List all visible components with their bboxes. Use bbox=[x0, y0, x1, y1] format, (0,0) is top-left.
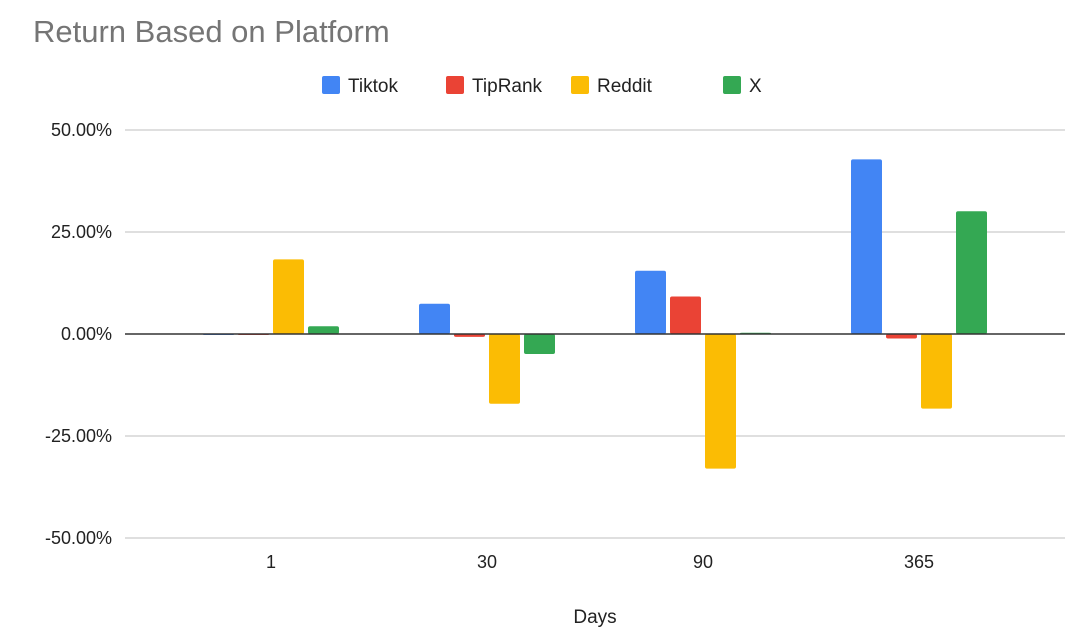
bar-reddit-1 bbox=[273, 259, 304, 334]
x-tick-label: 1 bbox=[266, 552, 276, 572]
bar-reddit-90 bbox=[705, 334, 736, 469]
legend-swatch-tiktok bbox=[322, 76, 340, 94]
legend-swatch-reddit bbox=[571, 76, 589, 94]
y-tick-label: 50.00% bbox=[51, 120, 112, 140]
bar-tiprank-90 bbox=[670, 296, 701, 334]
y-tick-label: -25.00% bbox=[45, 426, 112, 446]
legend-label-x: X bbox=[749, 76, 762, 97]
x-tick-label: 365 bbox=[904, 552, 934, 572]
legend-swatch-tiprank bbox=[446, 76, 464, 94]
chart-title: Return Based on Platform bbox=[33, 14, 390, 49]
bar-x-1 bbox=[308, 326, 339, 334]
bar-tiktok-30 bbox=[419, 303, 450, 334]
y-tick-label: 25.00% bbox=[51, 222, 112, 242]
y-tick-label: 0.00% bbox=[61, 324, 112, 344]
bar-reddit-365 bbox=[921, 334, 952, 409]
bar-tiktok-365 bbox=[851, 159, 882, 334]
x-tick-label: 90 bbox=[693, 552, 713, 572]
x-tick-label: 30 bbox=[477, 552, 497, 572]
bar-tiprank-365 bbox=[886, 334, 917, 339]
bar-reddit-30 bbox=[489, 334, 520, 404]
bar-tiktok-90 bbox=[635, 270, 666, 334]
bar-x-30 bbox=[524, 334, 555, 354]
legend-label-tiprank: TipRank bbox=[472, 76, 543, 97]
bar-x-365 bbox=[956, 211, 987, 334]
y-tick-label: -50.00% bbox=[45, 528, 112, 548]
x-axis-title: Days bbox=[573, 607, 616, 628]
legend-label-reddit: Reddit bbox=[597, 76, 653, 97]
legend-label-tiktok: Tiktok bbox=[348, 76, 398, 97]
legend-swatch-x bbox=[723, 76, 741, 94]
